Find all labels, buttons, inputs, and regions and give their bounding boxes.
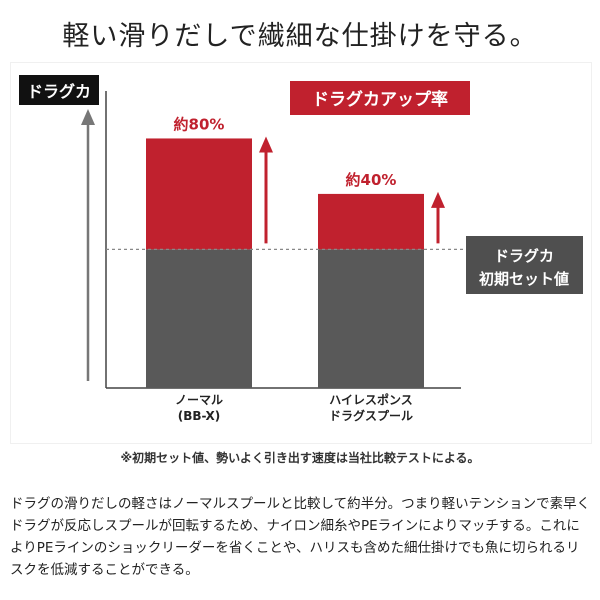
baseline-label: ドラグカ (494, 247, 554, 265)
bar-base (146, 249, 252, 388)
increase-label: 約40% (346, 171, 397, 189)
baseline-label-box (466, 236, 583, 294)
category-label: ノーマル (175, 393, 223, 407)
y-axis-arrow-head (81, 109, 95, 125)
y-axis-label-box (19, 75, 99, 105)
description: ドラグの滑りだしの軽さはノーマルスプールと比較して約半分。つまり軽いテンションで… (10, 496, 591, 578)
increase-arrow-head (431, 191, 445, 208)
bar-base (318, 249, 424, 388)
baseline-label: 初期セット値 (479, 270, 569, 288)
headline: 軽い滑りだしで繊細な仕掛けを守る。 (62, 21, 538, 52)
drag-force-chart: ドラグカ約80%ノーマル(BB-X)約40%ハイレスポンスドラグスプールドラグカ… (19, 75, 583, 423)
category-label: (BB-X) (178, 409, 221, 423)
chart-title-box (290, 81, 470, 115)
bar-increase (318, 193, 424, 250)
bar-increase (146, 138, 252, 250)
footnote: ※初期セット値、勢いよく引き出す速度は当社比較テストによる。 (120, 451, 480, 465)
chart-title: ドラグカアップ率 (312, 89, 448, 110)
y-axis-label: ドラグカ (27, 82, 91, 101)
chart-panel: ドラグカ 約80% ノーマル (BB-X) 約40% ハイレスポンス ドラグスプール ドラグカ… (10, 62, 592, 444)
category-label: ドラグスプール (329, 408, 413, 423)
increase-label: 約80% (174, 115, 225, 133)
increase-arrow-head (259, 136, 273, 153)
category-label: ハイレスポンス (329, 392, 413, 407)
